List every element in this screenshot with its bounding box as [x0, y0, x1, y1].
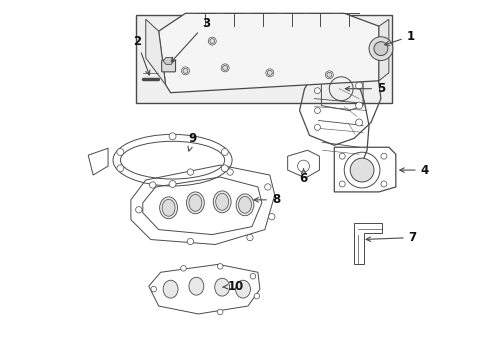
Circle shape [183, 68, 187, 73]
Ellipse shape [215, 193, 228, 210]
Circle shape [325, 71, 333, 79]
Circle shape [117, 149, 123, 156]
Circle shape [135, 207, 142, 213]
Circle shape [217, 264, 223, 269]
Circle shape [169, 133, 176, 140]
Bar [136, 15, 391, 103]
Text: 7: 7 [366, 231, 416, 244]
Circle shape [181, 266, 186, 271]
Circle shape [217, 309, 223, 315]
Circle shape [264, 184, 270, 190]
Ellipse shape [236, 194, 253, 216]
Circle shape [355, 102, 362, 109]
Circle shape [221, 165, 228, 172]
Circle shape [250, 274, 255, 279]
Circle shape [254, 293, 259, 299]
FancyBboxPatch shape [162, 60, 175, 72]
Circle shape [149, 182, 156, 188]
Circle shape [222, 66, 227, 70]
Circle shape [314, 88, 320, 94]
Circle shape [355, 82, 362, 89]
Ellipse shape [162, 199, 175, 216]
Polygon shape [145, 19, 165, 85]
Circle shape [339, 181, 345, 187]
Circle shape [181, 67, 189, 75]
Polygon shape [158, 13, 378, 93]
Text: 8: 8 [253, 193, 280, 206]
Circle shape [208, 37, 216, 45]
Text: 10: 10 [222, 280, 244, 293]
Circle shape [265, 69, 273, 77]
Circle shape [169, 180, 176, 188]
Text: 1: 1 [384, 30, 414, 45]
Circle shape [187, 238, 193, 245]
Circle shape [314, 125, 320, 130]
Text: 3: 3 [171, 17, 210, 62]
Ellipse shape [163, 280, 178, 298]
Ellipse shape [186, 192, 204, 214]
Circle shape [221, 64, 229, 72]
Circle shape [380, 181, 386, 187]
Circle shape [226, 169, 233, 175]
Text: 2: 2 [133, 35, 150, 75]
Text: 9: 9 [187, 132, 196, 151]
Ellipse shape [213, 191, 231, 213]
Ellipse shape [214, 278, 229, 296]
Circle shape [314, 108, 320, 113]
Text: 6: 6 [299, 168, 307, 185]
Circle shape [373, 42, 387, 55]
Ellipse shape [235, 280, 250, 298]
Circle shape [151, 286, 156, 292]
Circle shape [380, 153, 386, 159]
Circle shape [368, 37, 392, 60]
Ellipse shape [188, 277, 203, 295]
Circle shape [349, 158, 373, 182]
Circle shape [355, 119, 362, 126]
Circle shape [326, 72, 331, 77]
Circle shape [221, 149, 228, 156]
Polygon shape [163, 58, 174, 64]
Circle shape [187, 169, 193, 175]
Polygon shape [378, 19, 388, 81]
Ellipse shape [238, 196, 251, 213]
Circle shape [268, 213, 274, 220]
Circle shape [339, 153, 345, 159]
Circle shape [267, 70, 272, 75]
Circle shape [117, 165, 123, 172]
Text: 4: 4 [399, 163, 428, 176]
Ellipse shape [188, 194, 202, 211]
Text: 5: 5 [345, 82, 385, 95]
Circle shape [209, 39, 214, 44]
Ellipse shape [160, 197, 177, 219]
Circle shape [246, 234, 253, 241]
